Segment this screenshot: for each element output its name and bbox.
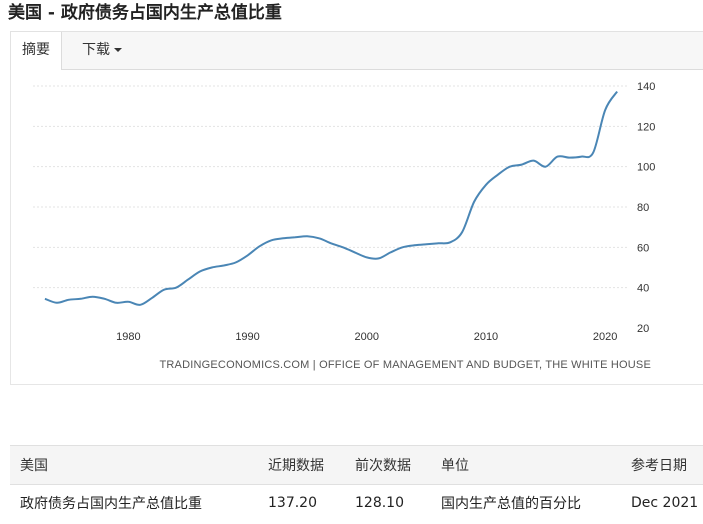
summary-table: 美国 近期数据 前次数据 单位 参考日期 政府债务占国内生产总值比重 137.2… [10, 445, 703, 520]
col-header-latest: 近期数据 [258, 445, 345, 485]
latest-value: 137.20 [268, 494, 317, 511]
y-tick-label: 100 [637, 162, 655, 174]
unit-value: 国内生产总值的百分比 [441, 495, 581, 512]
chart-source: TRADINGECONOMICS.COM | OFFICE OF MANAGEM… [159, 359, 651, 371]
previous-value: 128.10 [355, 494, 404, 511]
x-tick-label: 1990 [235, 331, 259, 343]
indicator-name-link[interactable]: 政府债务占国内生产总值比重 [20, 495, 202, 512]
chart-panel: 1980 1990 2000 2010 2020 20 40 60 80 100 120 140 T… [10, 70, 703, 385]
y-tick-label: 20 [637, 323, 649, 335]
table-row: 政府债务占国内生产总值比重 137.20 128.10 国内生产总值的百分比 D… [10, 485, 703, 521]
page-title: 美国 - 政府债务占国内生产总值比重 [8, 3, 282, 23]
col-header-country: 美国 [10, 445, 258, 485]
series-line [44, 91, 618, 306]
x-tick-label: 2000 [355, 331, 379, 343]
x-tick-label: 2010 [474, 331, 498, 343]
reference-date: Dec 2021 [631, 494, 699, 511]
y-tick-label: 140 [637, 81, 655, 93]
col-header-unit: 单位 [431, 445, 621, 485]
y-tick-label: 40 [637, 283, 649, 295]
caret-down-icon [114, 48, 122, 52]
y-tick-label: 80 [637, 202, 649, 214]
line-chart: 1980 1990 2000 2010 2020 20 40 60 80 100 120 140 [33, 81, 655, 343]
x-tick-label: 2020 [593, 331, 617, 343]
tab-summary-label: 摘要 [22, 42, 50, 58]
tab-bar: 摘要 下载 [10, 31, 703, 72]
tab-summary[interactable]: 摘要 [10, 32, 62, 72]
tab-download-dropdown[interactable]: 下载 [72, 32, 132, 71]
col-header-previous: 前次数据 [345, 445, 431, 485]
tab-download-label: 下载 [82, 42, 110, 58]
x-tick-label: 1980 [116, 331, 140, 343]
y-tick-label: 120 [637, 121, 655, 133]
table-header-row: 美国 近期数据 前次数据 单位 参考日期 [10, 445, 703, 485]
col-header-reference-date: 参考日期 [621, 445, 703, 485]
y-tick-label: 60 [637, 242, 649, 254]
